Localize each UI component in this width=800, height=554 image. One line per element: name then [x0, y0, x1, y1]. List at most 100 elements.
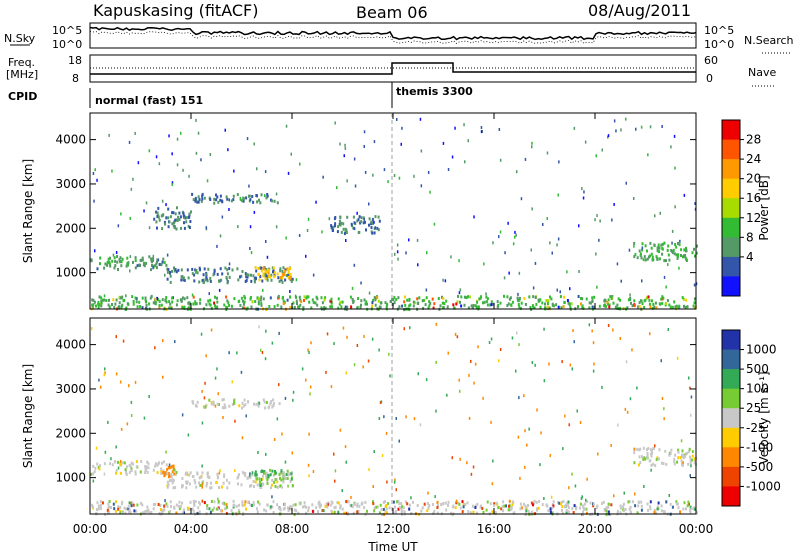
echo-cell — [569, 306, 572, 309]
echo-cell — [356, 510, 359, 514]
echo-cell — [169, 274, 172, 278]
scatter-cell — [498, 128, 501, 131]
scatter-cell — [617, 423, 619, 427]
echo-cell — [580, 297, 582, 300]
echo-cell — [147, 508, 150, 512]
echo-cell — [149, 296, 152, 300]
echo-cell — [123, 506, 126, 510]
echo-cell — [658, 448, 661, 452]
echo-cell — [188, 473, 191, 477]
echo-cell — [312, 300, 315, 304]
scatter-cell — [228, 262, 231, 266]
scatter-cell — [241, 470, 244, 474]
echo-cell — [160, 472, 163, 475]
echo-cell — [467, 510, 470, 513]
echo-cell — [692, 507, 695, 511]
echo-cell — [217, 200, 220, 204]
echo-cell — [539, 305, 542, 309]
echo-cell — [639, 461, 642, 464]
echo-cell — [696, 244, 698, 248]
echo-cell — [132, 302, 135, 306]
scatter-cell — [309, 385, 312, 389]
scatter-cell — [166, 253, 169, 257]
echo-cell — [583, 502, 586, 506]
scatter-cell — [251, 471, 254, 475]
scatter-cell — [309, 392, 311, 396]
scatter-cell — [321, 230, 323, 234]
echo-cell — [254, 476, 257, 480]
echo-cell — [311, 509, 314, 513]
echo-cell — [682, 297, 685, 301]
scatter-cell — [176, 163, 179, 167]
echo-cell — [194, 268, 197, 272]
echo-cell — [565, 508, 568, 512]
scatter-cell — [350, 495, 352, 499]
echo-cell — [265, 472, 268, 476]
echo-cell — [258, 502, 261, 506]
echo-cell — [174, 218, 177, 222]
scatter-cell — [688, 376, 690, 380]
echo-cell — [242, 471, 245, 475]
scatter-cell — [498, 235, 500, 239]
scatter-cell — [579, 421, 582, 424]
echo-cell — [384, 500, 387, 504]
echo-cell — [685, 246, 687, 250]
echo-cell — [249, 297, 252, 301]
echo-cell — [610, 503, 613, 507]
scatter-cell — [613, 494, 615, 498]
echo-cell — [190, 210, 192, 214]
echo-cell — [99, 503, 102, 507]
echo-cell — [485, 300, 488, 304]
scatter-cell — [96, 178, 98, 182]
scatter-cell — [581, 495, 583, 499]
echo-cell — [686, 451, 689, 455]
echo-cell — [146, 470, 149, 474]
echo-cell — [194, 403, 197, 407]
scatter-cell — [569, 363, 572, 367]
echo-cell — [228, 304, 231, 307]
velocity-colorbar-frame — [721, 329, 741, 507]
echo-cell — [357, 297, 360, 300]
scatter-cell — [129, 269, 131, 273]
echo-cell — [669, 305, 672, 309]
echo-cell — [677, 253, 680, 257]
scatter-cell — [120, 427, 123, 431]
echo-cell — [167, 225, 170, 229]
scatter-cell — [454, 126, 456, 130]
echo-cell — [244, 296, 246, 300]
scatter-cell — [345, 239, 347, 242]
scatter-cell — [607, 134, 610, 138]
echo-cell — [268, 274, 271, 278]
scatter-cell — [654, 214, 656, 218]
echo-cell — [214, 305, 217, 309]
echo-cell — [111, 303, 113, 306]
echo-cell — [180, 226, 182, 230]
scatter-cell — [464, 160, 466, 164]
colorbar-swatch — [722, 466, 740, 487]
echo-cell — [319, 505, 321, 509]
echo-cell — [134, 472, 137, 476]
echo-cell — [125, 465, 128, 469]
echo-cell — [675, 500, 678, 504]
echo-cell — [320, 306, 323, 310]
echo-cell — [382, 508, 385, 511]
scatter-cell — [480, 126, 483, 129]
echo-cell — [646, 249, 648, 253]
scatter-cell — [636, 386, 638, 390]
echo-cell — [277, 276, 280, 280]
echo-cell — [303, 501, 306, 505]
echo-cell — [140, 460, 143, 463]
echo-cell — [281, 475, 284, 479]
scatter-cell — [216, 367, 218, 371]
echo-cell — [199, 268, 201, 272]
echo-cell — [441, 295, 443, 299]
echo-cell — [282, 480, 285, 484]
echo-cell — [337, 306, 340, 310]
echo-cell — [169, 474, 171, 478]
echo-cell — [502, 500, 505, 504]
echo-cell — [154, 462, 157, 466]
echo-cell — [385, 507, 388, 511]
echo-cell — [263, 400, 266, 404]
scatter-cell — [488, 341, 491, 344]
scatter-cell — [388, 352, 390, 356]
